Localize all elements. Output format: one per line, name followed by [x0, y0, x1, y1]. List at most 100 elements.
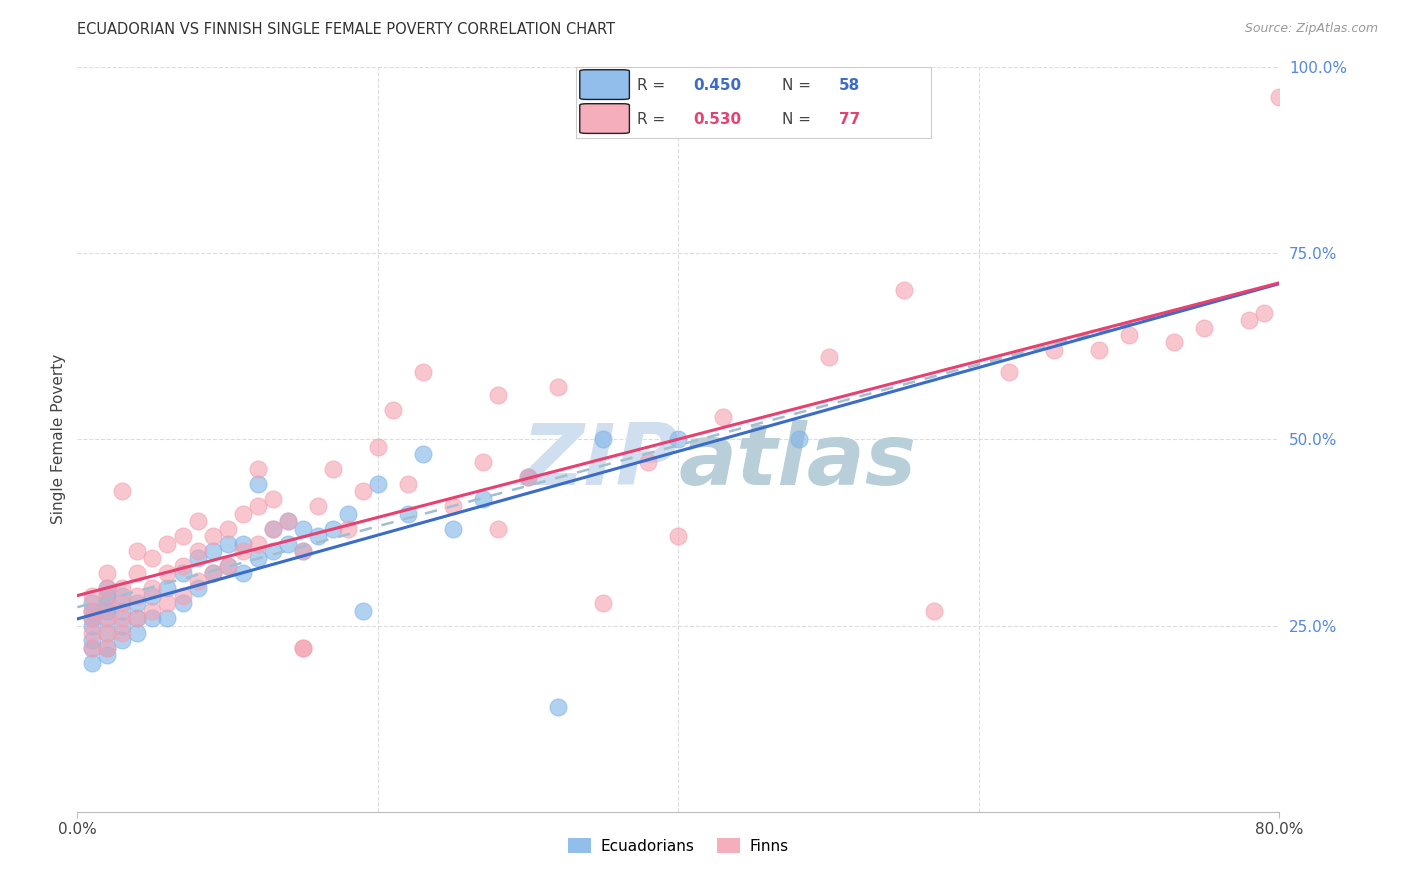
Point [246, 536, 269, 550]
Point [172, 589, 194, 603]
Point [82, 633, 104, 648]
Point [592, 433, 614, 447]
Point [232, 544, 254, 558]
Point [141, 551, 163, 566]
Point [246, 477, 269, 491]
Point [156, 536, 179, 550]
Point [187, 514, 209, 528]
Point [96, 611, 118, 625]
Point [127, 596, 149, 610]
Point [82, 604, 104, 618]
Point [201, 566, 224, 581]
Point [367, 477, 389, 491]
Point [82, 611, 104, 625]
Point [232, 536, 254, 550]
Point [187, 544, 209, 558]
Point [246, 500, 269, 514]
Point [246, 551, 269, 566]
Point [172, 529, 194, 543]
Point [172, 558, 194, 573]
Point [262, 491, 284, 506]
Point [111, 596, 134, 610]
Point [111, 611, 134, 625]
Point [127, 566, 149, 581]
Point [517, 469, 540, 483]
Point [262, 544, 284, 558]
Point [141, 604, 163, 618]
Point [96, 589, 118, 603]
Point [201, 566, 224, 581]
Point [172, 566, 194, 581]
Point [486, 522, 509, 536]
Point [96, 604, 118, 618]
Point [472, 491, 495, 506]
Point [172, 596, 194, 610]
Point [156, 566, 179, 581]
Point [472, 455, 495, 469]
Point [96, 626, 118, 640]
Point [201, 529, 224, 543]
Point [111, 604, 134, 618]
Point [96, 626, 118, 640]
Point [82, 640, 104, 655]
Point [127, 611, 149, 625]
Y-axis label: Single Female Poverty: Single Female Poverty [51, 354, 66, 524]
Point [322, 462, 344, 476]
Point [1088, 343, 1111, 357]
Point [668, 433, 690, 447]
Point [277, 514, 299, 528]
Point [201, 544, 224, 558]
Point [291, 544, 314, 558]
Point [592, 596, 614, 610]
Point [127, 544, 149, 558]
Point [713, 409, 735, 424]
Point [517, 469, 540, 483]
Point [922, 604, 945, 618]
Point [111, 484, 134, 499]
Point [547, 380, 569, 394]
Point [96, 640, 118, 655]
Point [82, 596, 104, 610]
Point [262, 522, 284, 536]
Point [96, 640, 118, 655]
Point [111, 618, 134, 632]
Point [82, 589, 104, 603]
Point [441, 500, 464, 514]
Point [156, 596, 179, 610]
Point [441, 522, 464, 536]
Point [1118, 328, 1140, 343]
Point [787, 433, 810, 447]
Point [322, 522, 344, 536]
Point [82, 611, 104, 625]
Point [96, 596, 118, 610]
Legend: Ecuadorians, Finns: Ecuadorians, Finns [562, 832, 794, 860]
Point [1253, 306, 1275, 320]
Point [82, 604, 104, 618]
Point [893, 284, 915, 298]
Point [111, 582, 134, 596]
Point [187, 574, 209, 588]
Point [336, 507, 359, 521]
Text: atlas: atlas [679, 420, 917, 503]
Point [291, 522, 314, 536]
Point [217, 558, 239, 573]
Point [82, 626, 104, 640]
Point [412, 447, 434, 461]
Point [668, 529, 690, 543]
Point [187, 582, 209, 596]
Point [817, 351, 839, 365]
Point [141, 582, 163, 596]
Point [1239, 313, 1261, 327]
Point [396, 477, 419, 491]
Point [96, 648, 118, 663]
Point [111, 589, 134, 603]
Point [262, 522, 284, 536]
Point [246, 462, 269, 476]
Point [307, 529, 329, 543]
Text: Source: ZipAtlas.com: Source: ZipAtlas.com [1244, 22, 1378, 36]
Point [486, 387, 509, 401]
Point [96, 611, 118, 625]
Point [96, 582, 118, 596]
Point [367, 440, 389, 454]
Point [1163, 335, 1185, 350]
